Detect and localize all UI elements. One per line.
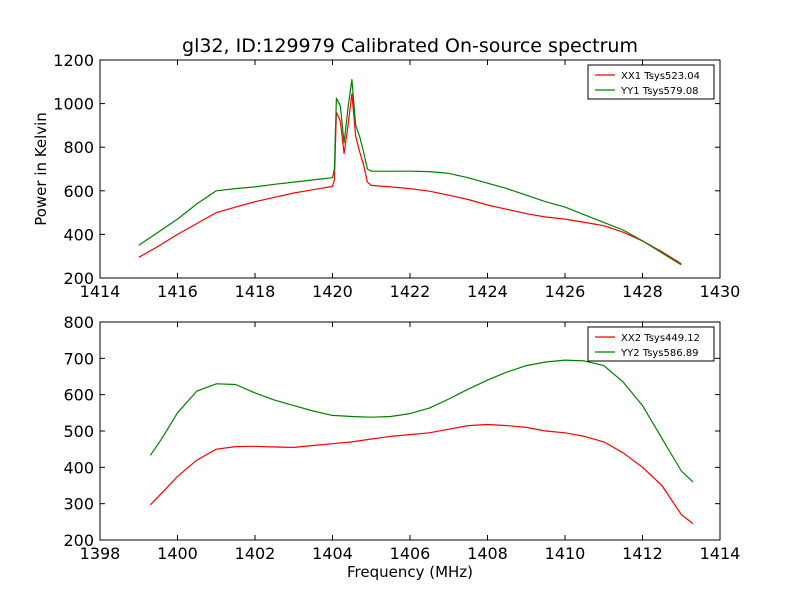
legend-bottom: XX2 Tsys449.12 YY2 Tsys586.89 — [587, 326, 715, 362]
plot-bottom: Frequency (MHz) 1398 1400 1402 1404 1406 1408… — [63, 313, 740, 581]
y-tick-label-bottom: 500 — [63, 422, 94, 441]
x-tick-label-top: 1428 — [622, 282, 663, 301]
x-tick-label-top: 1422 — [390, 282, 431, 301]
series-line-top-0 — [138, 93, 682, 265]
legend-box-bottom — [587, 326, 715, 362]
y-tick-label-bottom: 300 — [63, 495, 94, 514]
legend-label-xx2: XX2 Tsys449.12 — [621, 333, 700, 344]
legend-label-xx1: XX1 Tsys523.04 — [621, 71, 700, 82]
x-tick-label-bottom: 1414 — [700, 544, 741, 563]
x-tick-label-top: 1424 — [467, 282, 508, 301]
y-tick-label-top: 400 — [63, 225, 94, 244]
x-tick-label-bottom: 1412 — [622, 544, 663, 563]
x-tick-label-top: 1414 — [80, 282, 121, 301]
x-tick-label-top: 1416 — [157, 282, 198, 301]
legend-label-yy2: YY2 Tsys586.89 — [620, 348, 699, 359]
y-tick-label-top: 200 — [63, 269, 94, 288]
x-tick-label-top: 1430 — [700, 282, 741, 301]
x-tick-label-bottom: 1410 — [545, 544, 586, 563]
y-tick-label-bottom: 700 — [63, 349, 94, 368]
x-tick-label-bottom: 1400 — [157, 544, 198, 563]
y-tick-label-bottom: 200 — [63, 531, 94, 550]
series-group-top — [138, 79, 682, 266]
y-tick-label-bottom: 800 — [63, 313, 94, 332]
y-tick-label-top: 800 — [63, 138, 94, 157]
chart-title: gl32, ID:129979 Calibrated On-source spe… — [182, 35, 638, 57]
legend-box-top — [587, 64, 715, 100]
series-line-bottom-0 — [149, 423, 694, 525]
series-line-top-1 — [138, 79, 682, 266]
y-tick-label-top: 600 — [63, 182, 94, 201]
y-tick-label-top: 1000 — [53, 95, 94, 114]
y-axis-label-top: Power in Kelvin — [32, 112, 50, 226]
x-tick-label-bottom: 1404 — [312, 544, 353, 563]
ticks-bottom: 1398 1400 1402 1404 1406 1408 1410 1412 1414 200 3… — [63, 313, 740, 563]
series-group-bottom — [149, 359, 694, 525]
x-tick-label-bottom: 1398 — [80, 544, 121, 563]
x-tick-label-bottom: 1402 — [235, 544, 276, 563]
ticks-top: 1414 1416 1418 1420 1422 1424 1426 1428 1430 200 4… — [53, 51, 740, 301]
y-tick-label-top: 1200 — [53, 51, 94, 70]
x-axis-label-bottom: Frequency (MHz) — [347, 563, 473, 581]
legend-top: XX1 Tsys523.04 YY1 Tsys579.08 — [587, 64, 715, 100]
plot-top: gl32, ID:129979 Calibrated On-source spe… — [32, 35, 740, 301]
x-tick-label-top: 1426 — [545, 282, 586, 301]
x-tick-label-bottom: 1406 — [390, 544, 431, 563]
series-line-bottom-1 — [149, 359, 694, 483]
y-tick-label-bottom: 400 — [63, 458, 94, 477]
x-tick-label-bottom: 1408 — [467, 544, 508, 563]
y-tick-label-bottom: 600 — [63, 386, 94, 405]
legend-label-yy1: YY1 Tsys579.08 — [620, 86, 699, 97]
x-tick-label-top: 1418 — [235, 282, 276, 301]
x-tick-label-top: 1420 — [312, 282, 353, 301]
